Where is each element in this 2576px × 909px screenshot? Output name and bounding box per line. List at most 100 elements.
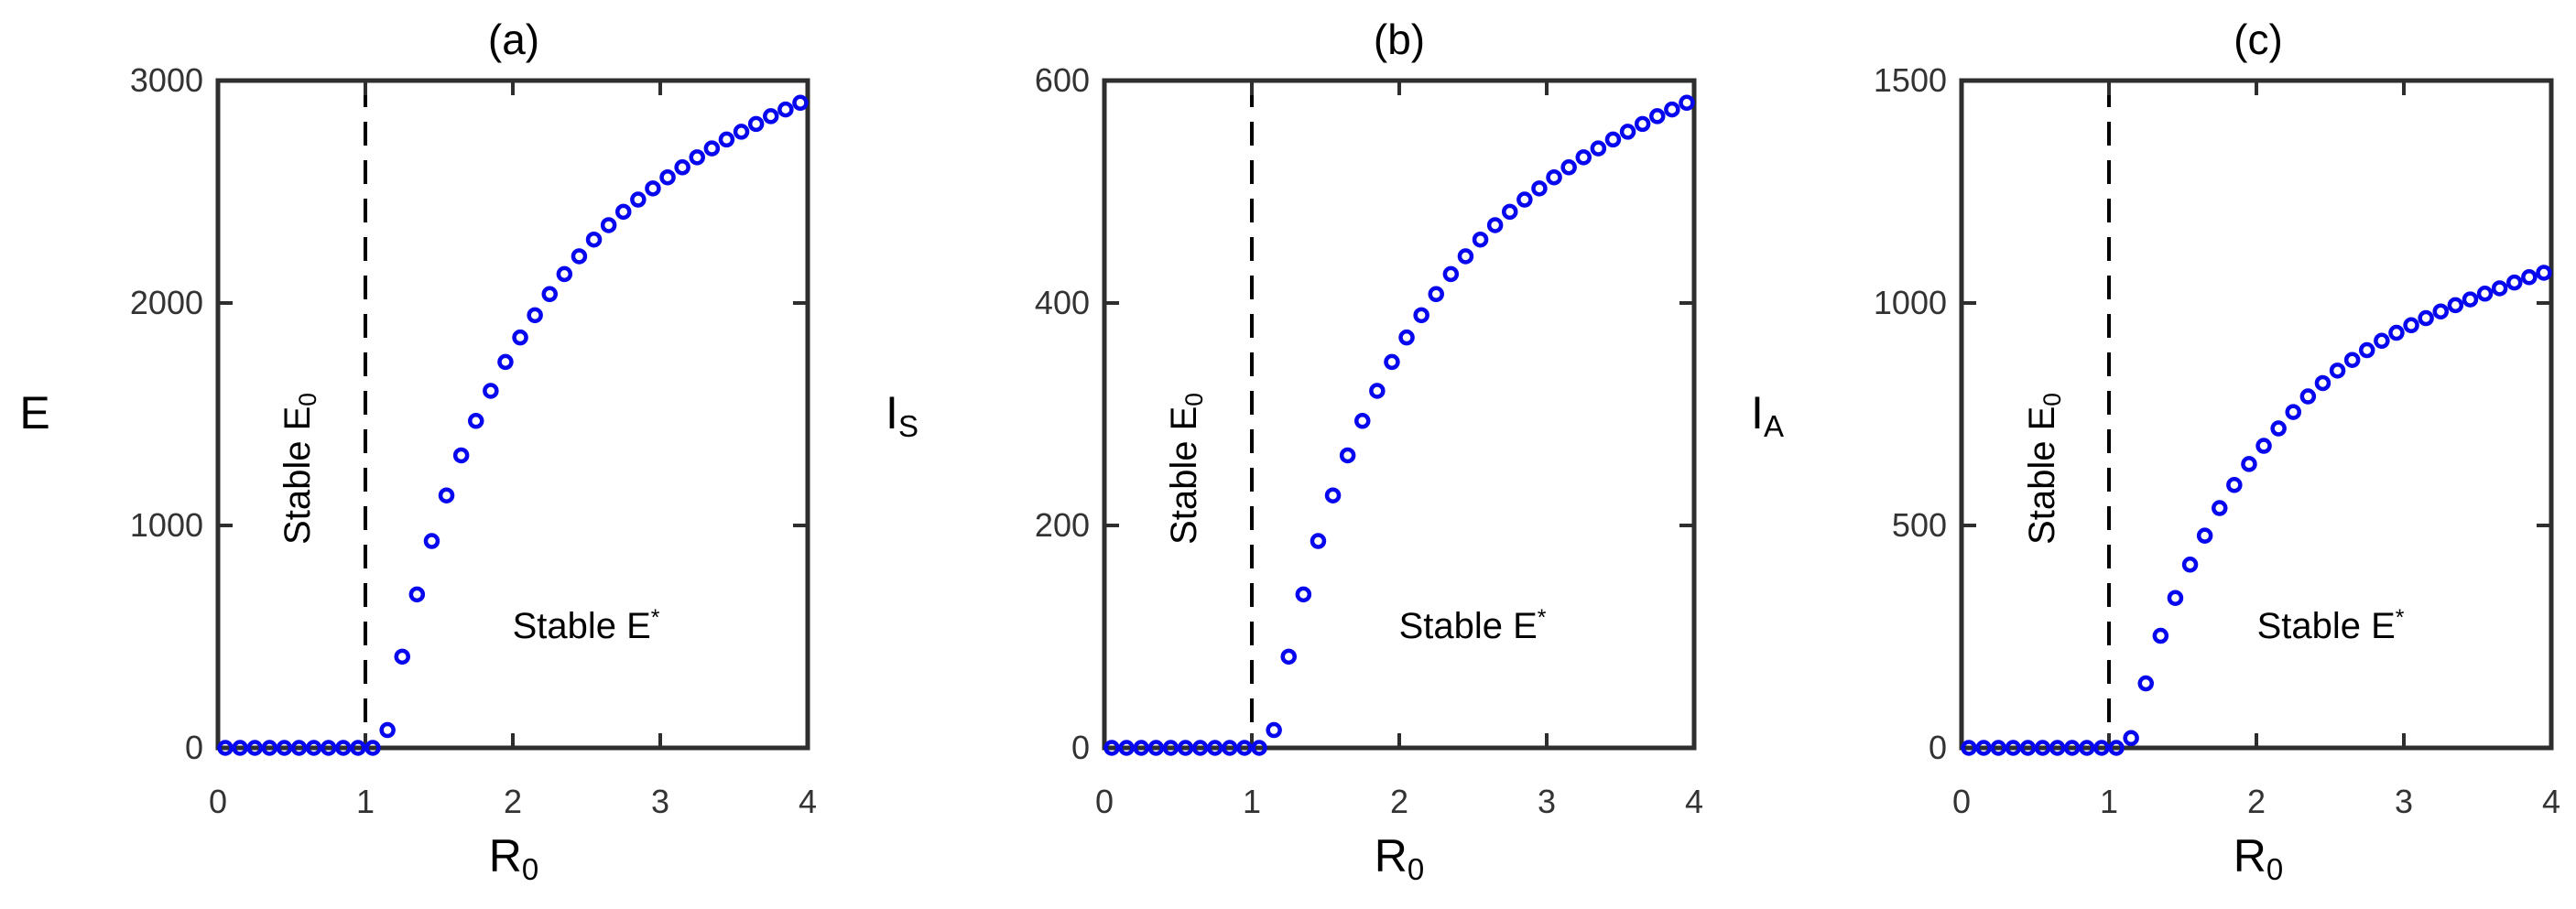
- data-point-marker: [1236, 740, 1253, 756]
- data-point-marker: [1266, 721, 1282, 739]
- data-point-marker: [305, 740, 322, 756]
- y-tick-label: 0: [1928, 729, 1947, 766]
- subplot-c-title: (c): [2234, 16, 2283, 63]
- data-point-marker: [246, 740, 263, 756]
- data-point-marker: [585, 231, 603, 248]
- data-point-marker: [777, 101, 794, 118]
- annotation-sub: 0: [1180, 393, 1209, 406]
- subplot-a-title: (a): [487, 16, 540, 63]
- data-point-marker: [394, 648, 410, 666]
- subplot-c-plot-area: [1959, 78, 2554, 756]
- y-tick-label: 500: [1891, 506, 1947, 544]
- data-point-marker: [1398, 329, 1415, 346]
- x-tick-label: 1: [1242, 783, 1262, 820]
- x-tick-label: 2: [1389, 783, 1409, 820]
- y-tick-label: 2000: [129, 284, 203, 321]
- data-point-marker: [1486, 217, 1504, 233]
- data-point-marker: [1251, 740, 1267, 756]
- data-point-marker: [1413, 307, 1429, 324]
- data-point-marker: [2447, 297, 2464, 314]
- data-point-marker: [408, 586, 426, 603]
- data-point-marker: [1575, 149, 1592, 166]
- x-label-main: R: [488, 830, 522, 882]
- data-point-marker: [2181, 557, 2199, 573]
- data-point-marker: [2343, 352, 2361, 368]
- data-point-marker: [2374, 332, 2390, 350]
- subplot-c-stable-e0-annotation: Stable E0: [2013, 286, 2071, 652]
- data-point-marker: [1619, 124, 1636, 140]
- annotation-sup: *: [2395, 606, 2405, 632]
- data-point-marker: [2388, 324, 2405, 341]
- data-point-marker: [571, 248, 588, 265]
- y-label-main: E: [19, 387, 50, 438]
- subplot-c-y-axis-label: IA: [1667, 381, 1868, 445]
- data-point-marker: [556, 265, 573, 283]
- data-point-marker: [630, 191, 647, 208]
- data-point-marker: [659, 168, 676, 186]
- data-point-marker: [1679, 94, 1695, 112]
- data-point-marker: [2285, 404, 2301, 420]
- data-point-marker: [1339, 447, 1356, 464]
- data-point-marker: [718, 131, 735, 148]
- x-label-sub: 0: [1407, 852, 1425, 887]
- data-point-marker: [261, 740, 278, 756]
- y-tick-label: 0: [1071, 729, 1090, 766]
- data-point-marker: [1961, 740, 1977, 756]
- data-point-marker: [2329, 363, 2346, 379]
- data-point-marker: [2005, 740, 2022, 756]
- data-point-marker: [483, 383, 499, 399]
- data-point-marker: [2226, 477, 2243, 493]
- data-point-marker: [2196, 527, 2213, 544]
- data-point-marker: [2521, 269, 2538, 286]
- x-tick-label: 0: [1951, 783, 1972, 820]
- subplot-a-y-axis-label: E: [0, 381, 136, 445]
- data-point-marker: [2167, 590, 2184, 606]
- data-point-marker: [1147, 740, 1165, 756]
- data-point-marker: [438, 487, 455, 503]
- annotation-sup: *: [1537, 606, 1547, 632]
- data-point-marker: [2019, 740, 2037, 756]
- data-point-marker: [2123, 730, 2139, 747]
- y-label-main: I: [1751, 387, 1764, 438]
- data-point-marker: [527, 307, 543, 324]
- data-point-marker: [497, 353, 514, 371]
- annotation-text: Stable E: [2256, 606, 2396, 646]
- data-point-marker: [1634, 115, 1651, 133]
- data-point-marker: [1472, 231, 1489, 248]
- data-point-marker: [1177, 740, 1194, 756]
- data-point-marker: [1191, 740, 1209, 756]
- subplot-b-x-axis-label: R0: [1299, 822, 1500, 890]
- data-point-marker: [321, 740, 337, 756]
- annotation-sub: 0: [2038, 393, 2067, 406]
- subplot-a-stable-estar-annotation: Stable E*: [385, 597, 788, 655]
- data-point-marker: [1442, 265, 1460, 283]
- data-point-marker: [290, 740, 308, 756]
- data-point-marker: [1990, 740, 2006, 756]
- annotation-text: Stable E: [512, 606, 651, 646]
- data-point-marker: [1324, 487, 1342, 503]
- data-point-marker: [1590, 140, 1607, 157]
- data-point-marker: [763, 108, 779, 124]
- data-point-marker: [1118, 740, 1135, 756]
- data-point-marker: [2418, 309, 2434, 327]
- y-tick-label: 1000: [129, 506, 203, 544]
- x-label-sub: 0: [2266, 852, 2284, 887]
- data-point-marker: [1457, 248, 1474, 265]
- data-point-marker: [1280, 648, 1297, 666]
- data-point-marker: [1207, 740, 1223, 756]
- y-tick-label: 400: [1034, 284, 1090, 321]
- data-point-marker: [1354, 413, 1371, 429]
- data-point-marker: [2314, 374, 2331, 392]
- annotation-text: Stable E: [1164, 406, 1204, 545]
- x-tick-label: 4: [2541, 783, 2561, 820]
- data-point-marker: [2299, 388, 2317, 405]
- data-point-marker: [2079, 740, 2095, 756]
- data-point-marker: [2034, 740, 2051, 756]
- y-tick-label: 1000: [1873, 284, 1947, 321]
- data-point-marker: [1295, 586, 1312, 603]
- data-point-marker: [468, 413, 484, 429]
- data-point-marker: [1516, 191, 1533, 208]
- x-tick-label: 2: [503, 783, 523, 820]
- y-tick-label: 200: [1034, 506, 1090, 544]
- x-tick-label: 1: [2099, 783, 2119, 820]
